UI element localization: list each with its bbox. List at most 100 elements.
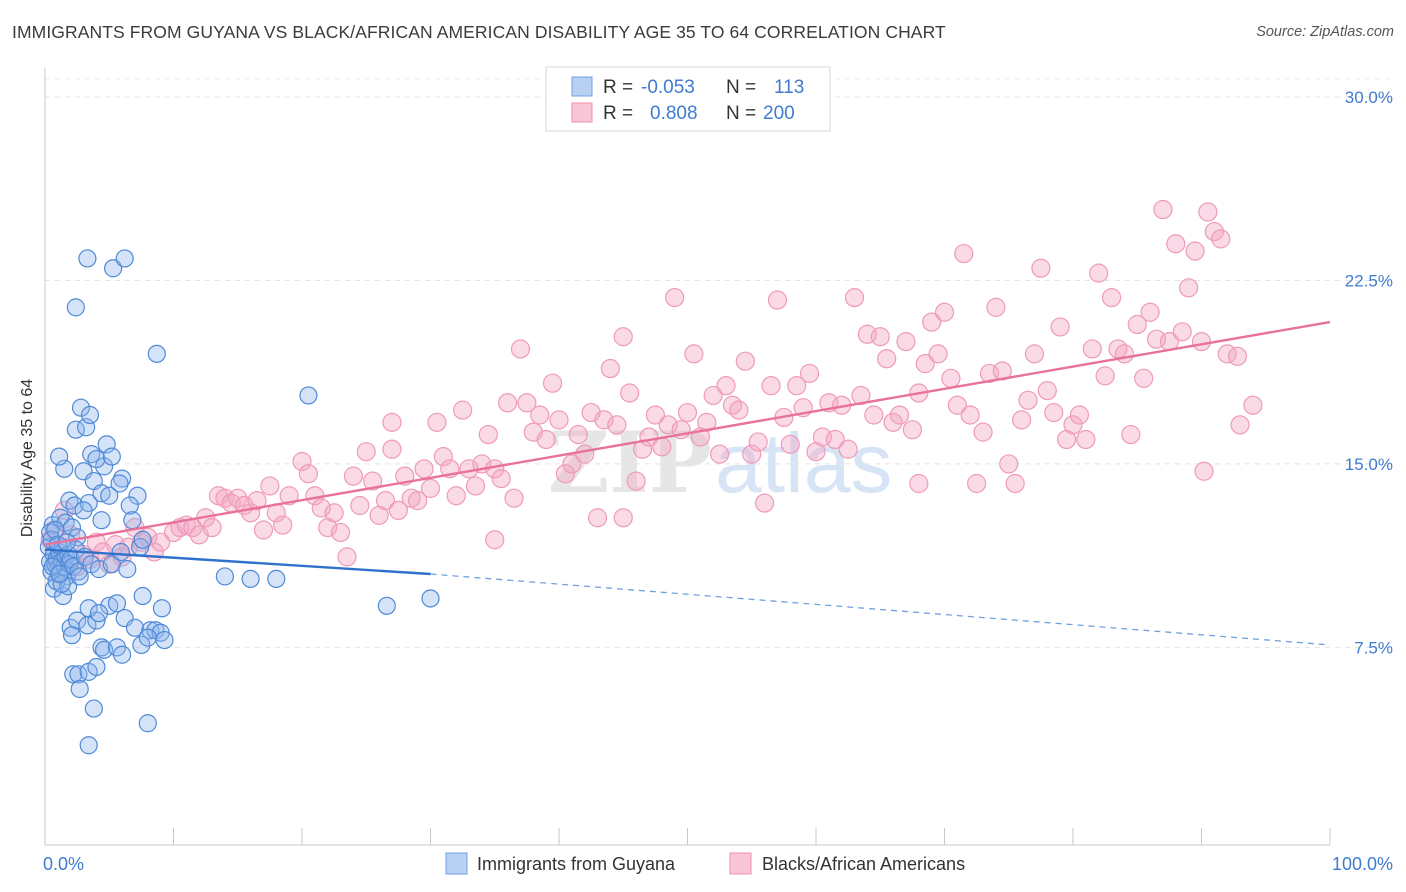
point-guyana-104 [70,567,89,586]
x-tick-labels: 0.0% 100.0% [43,854,1393,874]
point-black-109 [748,432,768,452]
point-black-161 [1082,339,1102,359]
point-black-103 [710,444,730,464]
point-black-176 [1179,278,1199,298]
point-black-148 [999,454,1019,474]
point-black-69 [491,469,511,489]
point-guyana-36 [82,445,101,464]
legend-n-label-2: N = [726,103,756,124]
point-black-141 [954,243,974,264]
point-guyana-83 [84,699,103,718]
point-black-41 [311,498,331,518]
bottom-legend-swatch-guyana [445,852,468,875]
point-guyana-95 [241,569,260,589]
point-black-76 [536,429,556,450]
point-black-186 [1194,461,1214,481]
point-black-180 [1204,221,1224,242]
point-guyana-71 [92,638,111,657]
point-guyana-22 [50,447,69,466]
point-guyana-50 [100,486,119,505]
y-tick-label-0: 7.5% [1354,638,1393,657]
point-guyana-56 [74,501,93,520]
point-guyana-89 [104,259,123,278]
point-black-181 [1211,229,1231,249]
point-guyana-76 [138,628,157,647]
point-black-123 [838,439,858,459]
point-black-106 [729,400,749,420]
point-guyana-86 [152,599,172,618]
point-guyana-53 [123,511,142,530]
point-guyana-45 [80,405,100,425]
point-black-44 [330,522,351,543]
point-guyana-55 [133,530,152,549]
point-black-73 [517,393,537,413]
point-black-154 [1037,380,1057,401]
point-black-121 [825,429,845,450]
trend-line-guyana [44,548,431,576]
point-black-53 [388,500,408,521]
point-black-139 [941,368,961,388]
point-black-99 [684,344,704,364]
point-black-80 [562,454,582,474]
axes [44,68,1331,846]
point-black-149 [1005,473,1025,494]
point-guyana-97 [377,596,396,615]
stats-legend: R = -0.053 N = 113 R = 0.808 N = 200 [545,66,831,132]
legend-swatch-guyana [571,76,593,97]
point-black-37 [279,486,299,506]
point-black-86 [600,358,621,379]
y-tick-label-2: 22.5% [1345,271,1393,290]
point-guyana-88 [78,249,97,268]
point-black-39 [298,464,319,484]
watermark-zip: ZIP [548,413,712,512]
point-black-62 [446,486,466,506]
point-black-172 [1153,199,1173,220]
point-black-152 [1024,344,1045,364]
point-black-63 [453,400,473,420]
point-black-36 [273,515,293,535]
point-black-102 [703,385,723,406]
point-black-158 [1063,415,1083,435]
point-black-45 [337,547,357,567]
point-black-18 [151,532,171,552]
point-black-82 [575,444,595,464]
point-black-12 [112,547,132,567]
trend-line-guyana-extension [430,573,1331,646]
point-guyana-87 [133,586,152,606]
trend-lines [44,320,1331,646]
x-tick-label-1: 100.0% [1332,854,1393,874]
point-black-51 [375,491,396,511]
point-black-71 [504,488,524,508]
point-black-162 [1089,263,1109,283]
point-black-184 [1243,395,1263,415]
point-black-178 [1191,332,1212,352]
point-guyana-37 [95,457,114,476]
point-black-155 [1044,402,1064,423]
point-guyana-96 [267,569,286,589]
legend-r-value-1: -0.053 [641,77,695,98]
point-black-58 [420,478,441,498]
point-black-153 [1031,258,1051,278]
point-guyana-62 [79,599,98,618]
point-black-49 [363,471,383,491]
legend-swatch-black [571,102,593,123]
y-axis-title: Disability Age 35 to 64 [19,379,36,537]
chart-title: IMMIGRANTS FROM GUYANA VS BLACK/AFRICAN … [12,22,946,42]
point-black-81 [568,424,588,445]
point-black-190 [382,412,402,432]
point-black-130 [883,412,903,432]
point-black-87 [607,415,627,435]
point-black-188 [613,508,633,528]
point-guyana-109 [111,542,130,562]
point-black-65 [465,476,486,496]
series-blacks-african-americans [40,199,1263,577]
point-black-185 [1227,346,1248,366]
point-black-124 [844,287,865,308]
point-black-167 [1121,424,1141,445]
point-black-169 [1134,368,1154,388]
source-label: Source: ZipAtlas.com [1256,24,1394,40]
point-black-56 [408,491,428,511]
point-black-168 [1127,314,1147,335]
point-black-151 [1018,390,1038,410]
